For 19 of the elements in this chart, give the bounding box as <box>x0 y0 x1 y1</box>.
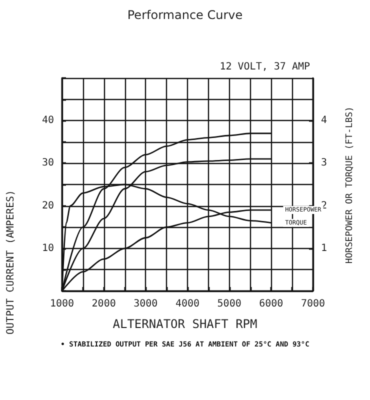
y-tick-label: 10 <box>42 242 54 254</box>
x-tick-label: 4000 <box>175 298 200 310</box>
x-tick-label: 1000 <box>50 298 74 310</box>
chart-title: Performance Curve <box>127 8 243 22</box>
y-tick-label: 40 <box>42 115 54 126</box>
chart-subtitle: 12 VOLT, 37 AMP <box>220 62 310 72</box>
y2-tick-label: 1 <box>321 242 328 254</box>
y-axis-title: OUTPUT CURRENT (AMPERES) <box>6 190 16 334</box>
x-tick-label: 7000 <box>300 298 326 310</box>
y-tick-label: 20 <box>42 200 54 212</box>
y2-axis-title: HORSEPOWER OR TORQUE (FT-LBS) <box>345 106 355 264</box>
x-tick-label: 2000 <box>92 298 116 310</box>
y2-tick-label: 4 <box>321 115 328 126</box>
y2-tick-label: 3 <box>321 158 328 169</box>
x-axis-title: ALTERNATOR SHAFT RPM <box>112 317 258 331</box>
y-tick-label: 30 <box>42 158 54 169</box>
x-tick-label: 3000 <box>134 298 158 310</box>
x-tick-label: 6000 <box>259 298 284 310</box>
x-tick-label: 5000 <box>217 298 242 310</box>
